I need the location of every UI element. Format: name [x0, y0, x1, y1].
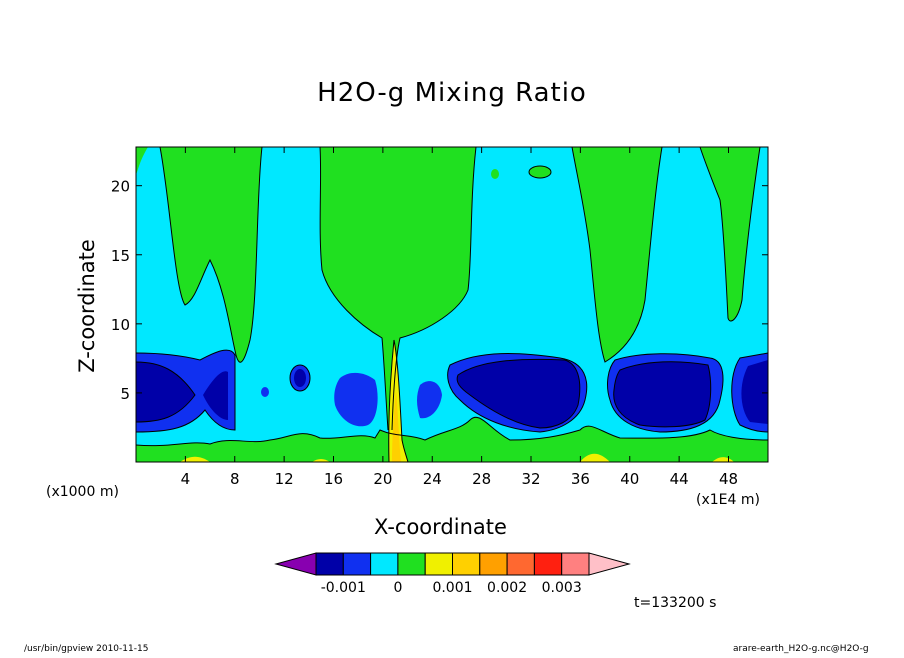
colorbar: -0.001 0 0.001 0.002 0.003	[274, 552, 631, 596]
x-tick-label: 40	[620, 470, 639, 488]
plot-frame	[135, 146, 769, 463]
region-darkblue-right2	[741, 360, 768, 424]
contour-line	[135, 349, 236, 433]
contour-line	[388, 339, 409, 463]
x-tick-label: 20	[373, 470, 392, 488]
colorbar-tick-label: 0.002	[487, 580, 527, 596]
x-tick-label: 4	[181, 470, 191, 488]
region-blue-filaments-2	[417, 381, 442, 419]
chart-title: H2O-g Mixing Ratio	[317, 78, 587, 108]
timestamp-label: t=133200 s	[634, 595, 717, 611]
region-orange-core	[392, 390, 401, 462]
contour-line	[731, 352, 769, 433]
x-unit-label: (x1E4 m)	[696, 492, 760, 508]
region-darkblue-mid	[457, 359, 580, 428]
colorbar-swatch	[506, 552, 535, 576]
footer-left: /usr/bin/gpview 2010-11-15	[24, 644, 149, 654]
x-tick-label: 36	[571, 470, 590, 488]
x-tick-label: 48	[719, 470, 738, 488]
region-green-plume-3	[572, 147, 662, 362]
x-tick-label: 24	[423, 470, 442, 488]
region-green-surface	[136, 417, 768, 462]
colorbar-swatch	[397, 552, 426, 576]
contour-line	[607, 353, 724, 433]
region-green-plume-4	[700, 147, 760, 321]
colorbar-tick-label: 0.003	[542, 580, 582, 596]
colorbar-swatch	[588, 552, 631, 576]
colorbar-swatch	[561, 552, 590, 576]
colorbar-swatch	[370, 552, 399, 576]
x-axis: 4 8 12 16 20 24 28 32 36 40 44 48	[181, 147, 738, 488]
footer-right: arare-earth_H2O-g.nc@H2O-g	[733, 644, 869, 654]
contour-line	[135, 361, 196, 423]
region-green-plume-1	[160, 147, 262, 363]
y-tick-label: 15	[111, 247, 130, 265]
contour-line	[135, 417, 769, 447]
region-green-plume-5	[136, 147, 148, 175]
y-tick-label: 10	[111, 316, 130, 334]
region-green-plume-2	[320, 147, 476, 430]
region-green-blob-2	[491, 169, 499, 179]
contour-line	[571, 146, 663, 363]
region-blue-spot-2	[261, 387, 269, 397]
colorbar-swatch	[452, 552, 481, 576]
region-blue-filaments	[334, 372, 378, 427]
contour-lines	[135, 146, 769, 463]
x-tick-label: 16	[324, 470, 343, 488]
y-axis-label: Z-coordinate	[75, 239, 99, 373]
colorbar-swatch	[315, 552, 344, 576]
contour-line	[159, 146, 263, 363]
contour-field	[136, 147, 768, 462]
x-tick-label: 28	[472, 470, 491, 488]
x-tick-label: 32	[521, 470, 540, 488]
x-tick-label: 12	[275, 470, 294, 488]
contour-line	[289, 364, 311, 392]
y-tick-label: 5	[120, 385, 130, 403]
region-darkblue-left	[136, 362, 195, 422]
contour-line	[699, 146, 761, 322]
region-darkblue-right1	[613, 361, 711, 427]
x-axis-label: X-coordinate	[374, 515, 507, 539]
y-axis: 5 10 15 20	[111, 178, 768, 403]
colorbar-swatch	[533, 552, 563, 576]
contour-line	[456, 358, 581, 429]
contour-line	[319, 146, 477, 431]
colorbar-swatch	[424, 552, 454, 576]
y-tick-label: 20	[111, 178, 130, 196]
region-darkblue-spot	[294, 369, 306, 387]
region-yellow-surface	[180, 453, 734, 462]
colorbar-tick-label: 0.001	[432, 580, 472, 596]
region-darkblue-left2	[203, 371, 228, 420]
region-green-blob-1	[529, 166, 551, 178]
colorbar-tick-label: -0.001	[321, 580, 366, 596]
x-tick-label: 8	[230, 470, 240, 488]
y-unit-label: (x1000 m)	[46, 484, 119, 500]
colorbar-swatch	[342, 552, 372, 576]
contour-line	[528, 165, 552, 179]
colorbar-swatch	[479, 552, 508, 576]
colorbar-swatch	[274, 552, 317, 576]
colorbar-tick-label: 0	[393, 580, 402, 596]
contour-line	[613, 361, 712, 428]
contour-line	[447, 353, 588, 433]
x-tick-label: 44	[670, 470, 689, 488]
